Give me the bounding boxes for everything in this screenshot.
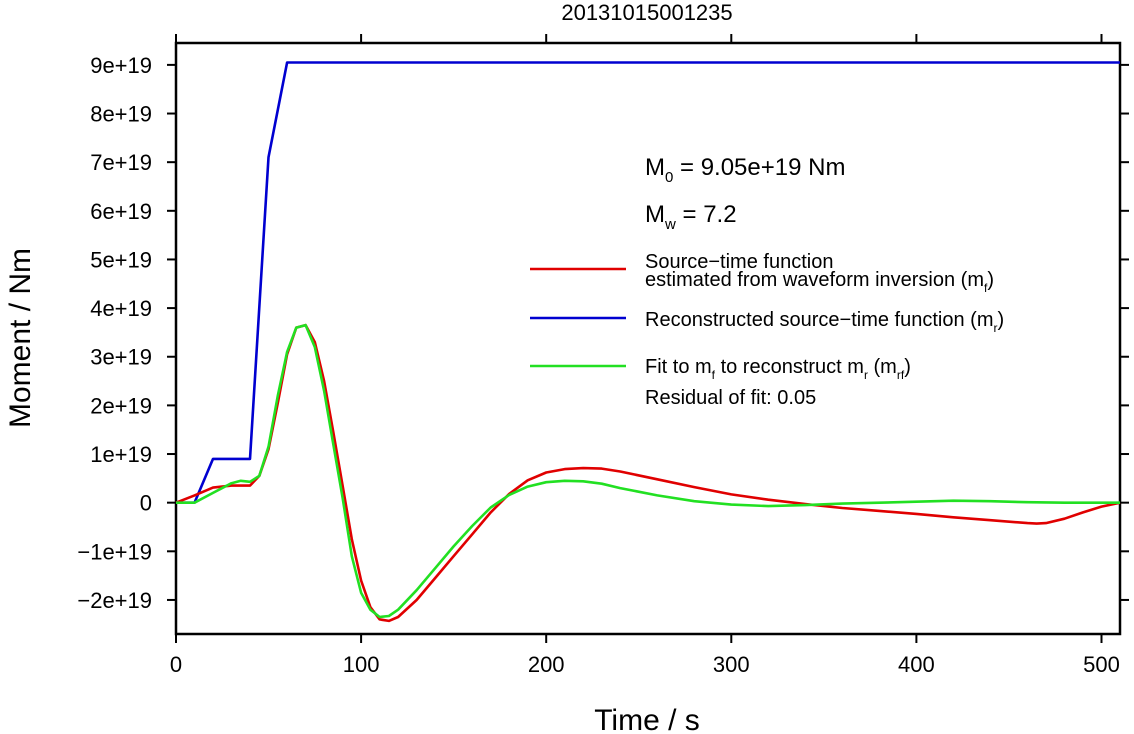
mw-annotation: Mw​ = 7.2 [645,201,737,233]
legend-label-blue: Reconstructed source−time function (mr​) [645,309,1004,335]
y-tick-label: 4e+19 [90,296,152,321]
y-tick-label: −2e+19 [77,588,152,613]
chart-title: 20131015001235 [561,0,732,25]
y-tick-label: 2e+19 [90,393,152,418]
text-run: ) [987,269,994,291]
plot-frame [174,41,1122,636]
text-run: M [645,201,665,228]
x-tick-label: 300 [713,652,750,677]
text-run: Reconstructed source−time function (m [645,309,994,331]
subscript: f [984,281,988,295]
y-tick-label: 6e+19 [90,199,152,224]
subscript: rf [897,368,905,382]
y-tick-label: −1e+19 [77,539,152,564]
y-axis-title: Moment / Nm [4,248,37,428]
y-tick-label: 8e+19 [90,102,152,127]
y-tick-label: 0 [140,491,152,516]
text-run: (m [868,356,897,378]
residual-annotation: Residual of fit: 0.05 [645,387,816,409]
series-line-green [176,323,1120,619]
y-tick-label: 3e+19 [90,345,152,370]
series-line-blue [176,61,1120,505]
text-run: ) [998,309,1005,331]
legend-label-green: Fit to mf​ to reconstruct mr​ (mrf​) [645,356,911,382]
x-tick-label: 200 [528,652,565,677]
m0-annotation: M0​ = 9.05e+19 Nm [645,154,845,186]
text-run: estimated from waveform inversion (m [645,269,984,291]
annotations: M0​ = 9.05e+19 Nm Mw​ = 7.2 Residual of fi… [645,154,845,409]
legend-label-red: Source−time function [645,251,833,273]
text-run: ) [904,356,911,378]
series-lines [175,61,1121,623]
x-tick-label: 100 [343,652,380,677]
subscript: 0 [665,169,673,186]
text-run: = 9.05e+19 Nm [673,154,845,181]
subscript: w [664,216,676,233]
text-run: Fit to m [645,356,712,378]
subscript: r [864,368,868,382]
x-axis-title: Time / s [594,704,700,734]
text-run: to reconstruct m [715,356,864,378]
y-tick-label: 5e+19 [90,247,152,272]
text-run: Source−time function [645,251,833,273]
x-tick-label: 500 [1083,652,1120,677]
x-tick-label: 400 [898,652,935,677]
x-tick-label: 0 [170,652,182,677]
y-tick-label: 7e+19 [90,150,152,175]
subscript: r [994,321,998,335]
text-run: M [645,154,665,181]
y-tick-label: 1e+19 [90,442,152,467]
subscript: f [712,368,716,382]
text-run: = 7.2 [676,201,737,228]
legend-label-red: estimated from waveform inversion (mf​) [645,269,994,295]
axes: 0 100 200 300 400 500 −2e+19 −1e+19 0 1e+19 2e+19 3… [77,34,1129,677]
y-tick-label: 9e+19 [90,53,152,78]
